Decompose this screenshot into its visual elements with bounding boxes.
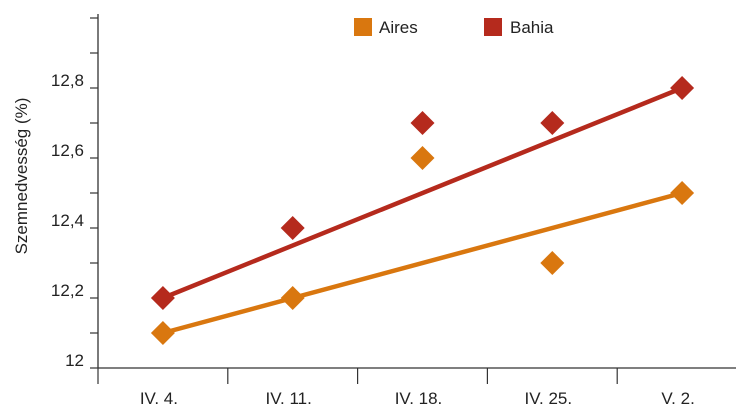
legend-swatch-bahia (484, 18, 502, 36)
legend-label-aires: Aires (379, 18, 418, 37)
x-tick-label: IV. 25. (525, 389, 573, 408)
marker-bahia (540, 111, 565, 135)
marker-aires (670, 181, 695, 205)
marker-aires (280, 286, 305, 310)
marker-bahia (150, 286, 175, 310)
trendlines (160, 85, 685, 336)
trendline-bahia (160, 85, 685, 301)
marker-aires (410, 146, 435, 170)
marker-aires (150, 321, 175, 345)
legend-label-bahia: Bahia (510, 18, 554, 37)
y-tick-label: 12,4 (51, 211, 84, 230)
y-tick-label: 12,8 (51, 71, 84, 90)
x-tick-label: IV. 4. (140, 389, 178, 408)
y-tick-label: 12,6 (51, 141, 84, 160)
data-markers (150, 76, 695, 345)
x-tick-label: IV. 11. (266, 389, 312, 408)
x-tick-label: V. 2. (661, 389, 694, 408)
y-axis: 12 12,2 12,4 12,6 12,8 (51, 14, 99, 370)
legend: Aires Bahia (354, 18, 554, 37)
trendline-aires (160, 190, 685, 336)
x-tick-label: IV. 18. (395, 389, 443, 408)
marker-bahia (670, 76, 695, 100)
marker-aires (540, 251, 565, 275)
y-tick-label: 12 (65, 351, 84, 370)
legend-swatch-aires (354, 18, 372, 36)
x-axis: IV. 4. IV. 11. IV. 18. IV. 25. V. 2. (97, 367, 736, 408)
y-tick-label: 12,2 (51, 281, 84, 300)
marker-bahia (410, 111, 435, 135)
marker-bahia (280, 216, 305, 240)
y-axis-title: Szemnedvesség (%) (12, 98, 31, 255)
